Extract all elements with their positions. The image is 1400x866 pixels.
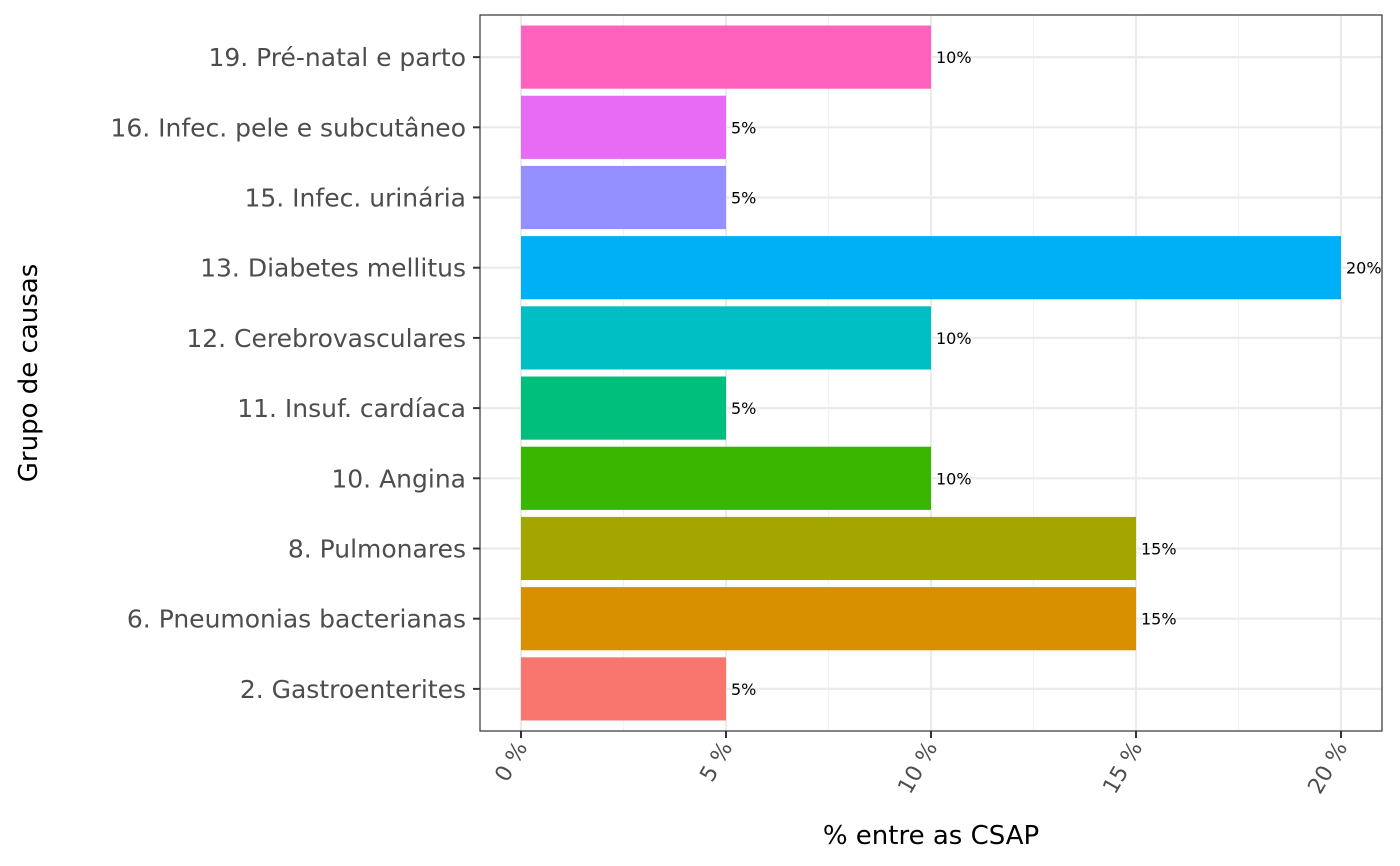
bar (521, 587, 1136, 651)
bar (521, 95, 726, 159)
data-label: 10% (936, 329, 972, 348)
x-axis-title: % entre as CSAP (823, 821, 1039, 851)
y-tick-label: 16. Infec. pele e subcutâneo (110, 113, 466, 142)
x-tick-label: 0 % (491, 738, 534, 787)
data-label: 15% (1141, 539, 1177, 558)
data-label: 15% (1141, 610, 1177, 629)
data-label: 10% (936, 469, 972, 488)
bar (521, 376, 726, 440)
x-axis: 0 % 5 % 10 % 15 % 20 % (491, 731, 1354, 799)
y-tick-label: 19. Pré-natal e parto (208, 43, 466, 72)
y-axis: 2. Gastroenterites 6. Pneumonias bacteria… (110, 43, 480, 704)
bar (521, 25, 931, 89)
data-label: 20% (1346, 259, 1382, 278)
data-label: 5% (731, 680, 756, 699)
y-tick-label: 8. Pulmonares (288, 534, 466, 563)
data-label: 10% (936, 48, 972, 67)
bars (521, 25, 1341, 721)
y-tick-label: 10. Angina (331, 464, 466, 493)
data-labels: 5% 15% 15% 10% 5% 10% 20% 5% 5% 10% (731, 48, 1382, 699)
x-tick-label: 5 % (696, 738, 739, 787)
bar (521, 165, 726, 230)
y-tick-label: 12. Cerebrovasculares (186, 324, 466, 353)
data-label: 5% (731, 399, 756, 418)
bar (521, 657, 726, 721)
bar (521, 236, 1341, 300)
y-tick-label: 11. Insuf. cardíaca (237, 394, 466, 423)
bar (521, 306, 931, 370)
y-tick-label: 13. Diabetes mellitus (200, 254, 466, 283)
x-tick-label: 10 % (894, 738, 944, 799)
data-label: 5% (731, 189, 756, 208)
y-axis-title: Grupo de causas (14, 264, 44, 483)
y-tick-label: 15. Infec. urinária (244, 184, 466, 213)
y-tick-label: 6. Pneumonias bacterianas (127, 605, 466, 634)
data-label: 5% (731, 118, 756, 137)
y-tick-label: 2. Gastroenterites (240, 675, 466, 704)
x-tick-label: 20 % (1304, 738, 1354, 799)
bar (521, 446, 931, 510)
x-tick-label: 15 % (1099, 738, 1149, 799)
bar (521, 516, 1136, 581)
